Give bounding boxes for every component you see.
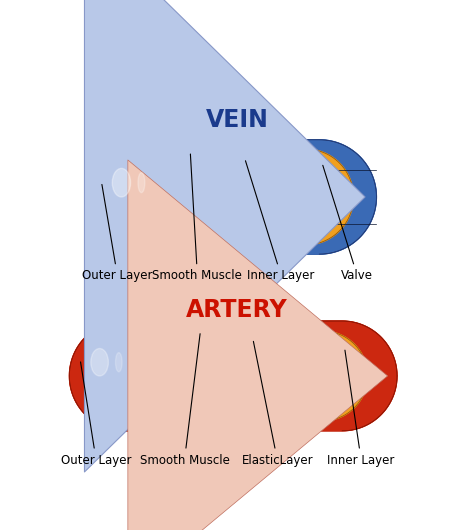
Polygon shape [130, 341, 337, 410]
Ellipse shape [236, 341, 246, 410]
Ellipse shape [91, 349, 109, 376]
Polygon shape [113, 149, 233, 245]
Polygon shape [113, 149, 354, 245]
Polygon shape [174, 356, 292, 396]
Polygon shape [233, 321, 397, 431]
Ellipse shape [234, 149, 247, 245]
Polygon shape [130, 341, 233, 410]
Polygon shape [164, 170, 302, 224]
Ellipse shape [112, 169, 130, 197]
Polygon shape [278, 188, 309, 194]
Ellipse shape [138, 173, 145, 193]
Polygon shape [99, 331, 367, 421]
Polygon shape [150, 164, 233, 230]
Text: Smooth Muscle: Smooth Muscle [153, 154, 242, 282]
Polygon shape [233, 351, 309, 401]
Polygon shape [233, 160, 326, 234]
Text: VEIN: VEIN [206, 108, 268, 132]
Text: ARTERY: ARTERY [186, 298, 288, 322]
Polygon shape [150, 164, 316, 230]
Polygon shape [90, 140, 376, 254]
Polygon shape [70, 321, 397, 431]
Polygon shape [233, 341, 337, 410]
Polygon shape [233, 149, 354, 245]
Ellipse shape [237, 351, 245, 401]
Polygon shape [158, 351, 233, 401]
Text: Outer Layer: Outer Layer [82, 184, 153, 282]
Text: Outer Layer: Outer Layer [61, 362, 131, 466]
Ellipse shape [232, 140, 248, 254]
Polygon shape [164, 170, 233, 224]
Polygon shape [244, 200, 274, 206]
Polygon shape [233, 140, 376, 254]
Ellipse shape [235, 160, 246, 234]
Text: Inner Layer: Inner Layer [246, 161, 315, 282]
Polygon shape [233, 164, 316, 230]
Polygon shape [140, 160, 233, 234]
Ellipse shape [238, 356, 244, 396]
Polygon shape [99, 331, 233, 421]
Polygon shape [233, 170, 302, 224]
Ellipse shape [237, 170, 244, 224]
Ellipse shape [237, 346, 246, 406]
Polygon shape [143, 346, 323, 406]
Polygon shape [244, 188, 274, 194]
Text: ElasticLayer: ElasticLayer [242, 341, 313, 466]
Polygon shape [233, 356, 292, 396]
Polygon shape [174, 356, 233, 396]
Polygon shape [70, 321, 233, 431]
Polygon shape [158, 351, 309, 401]
Ellipse shape [116, 352, 122, 372]
Polygon shape [90, 140, 233, 254]
Text: Smooth Muscle: Smooth Muscle [139, 334, 229, 466]
Text: Inner Layer: Inner Layer [328, 350, 395, 466]
Ellipse shape [236, 164, 245, 230]
Ellipse shape [235, 331, 248, 421]
Polygon shape [143, 346, 233, 406]
Ellipse shape [233, 321, 250, 431]
Polygon shape [233, 346, 323, 406]
Polygon shape [278, 200, 309, 206]
Polygon shape [140, 160, 326, 234]
Polygon shape [233, 331, 367, 421]
Text: Valve: Valve [323, 165, 374, 282]
